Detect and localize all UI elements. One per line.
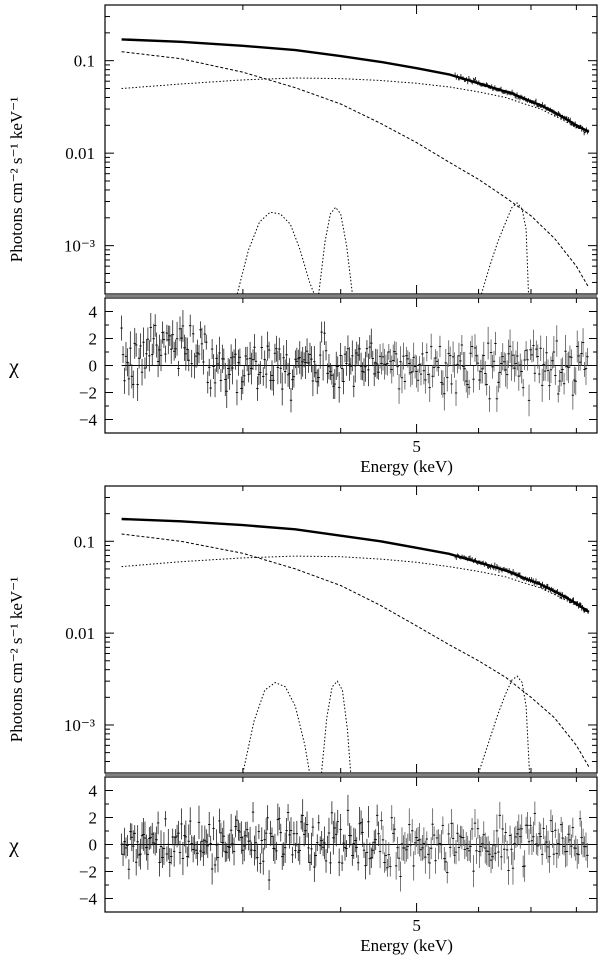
spectrum-y-tick-label: 0.1 xyxy=(74,52,95,71)
model-curve-component-2-broad- xyxy=(121,555,590,613)
spectrum-y-tick-label: 10⁻³ xyxy=(64,716,95,735)
model-curve-line-6-7-kev xyxy=(480,202,529,294)
spectrum-y-axis-label: Photons cm⁻² s⁻¹ keV⁻¹ xyxy=(7,97,26,262)
spectrum-axes-frame xyxy=(104,4,598,295)
model-curve-line-3-9-kev xyxy=(318,206,353,294)
residual-y-tick-label: 4 xyxy=(89,303,98,322)
model-curve-line-3-9-kev xyxy=(321,680,352,773)
residual-y-axis-label: χ xyxy=(8,833,19,858)
model-curve-line-3-3-kev xyxy=(236,211,315,294)
model-curve-total-model xyxy=(121,38,590,133)
residual-y-tick-label: −2 xyxy=(79,863,97,882)
spectrum-y-axis-label: Photons cm⁻² s⁻¹ keV⁻¹ xyxy=(7,577,26,742)
model-curve-line-6-7-kev xyxy=(478,675,530,773)
model-curve-component-1-steep- xyxy=(121,533,590,768)
residual-y-tick-label: 0 xyxy=(89,836,98,855)
residual-y-tick-label: −4 xyxy=(79,411,98,430)
model-curve-component-2-broad- xyxy=(121,77,590,133)
x-axis-label: Energy (keV) xyxy=(360,457,453,476)
residual-y-axis-label: χ xyxy=(8,354,19,379)
spectrum-y-tick-label: 0.01 xyxy=(65,144,95,163)
spectrum-axes-frame xyxy=(104,485,598,774)
residual-y-tick-label: 2 xyxy=(89,809,98,828)
residual-y-tick-label: −4 xyxy=(79,890,98,909)
spectrum-y-tick-label: 10⁻³ xyxy=(64,237,95,256)
residual-y-tick-label: 0 xyxy=(89,357,98,376)
chart-panel-bottom: 0.1 0.01 10⁻³ Photons cm⁻² s⁻¹ keV⁻¹ −4 −2 0 2 4… xyxy=(7,485,598,955)
spectrum-y-tick-label: 0.01 xyxy=(65,624,95,643)
residual-y-tick-label: 4 xyxy=(89,782,98,801)
chart-panel-top: 0.1 0.01 10⁻³ Photons cm⁻² s⁻¹ keV⁻¹ −4 −2 0 2 4… xyxy=(7,4,598,476)
model-curve-total-model xyxy=(121,517,590,613)
model-curve-component-1-steep- xyxy=(121,51,590,289)
x-tick-label: 5 xyxy=(412,916,421,935)
model-curve-line-3-3-kev xyxy=(242,681,311,773)
x-tick-label: 5 xyxy=(412,437,421,456)
residual-y-tick-label: 2 xyxy=(89,330,98,349)
x-axis-label: Energy (keV) xyxy=(360,936,453,955)
spectrum-y-tick-label: 0.1 xyxy=(74,532,95,551)
residual-y-tick-label: −2 xyxy=(79,384,97,403)
